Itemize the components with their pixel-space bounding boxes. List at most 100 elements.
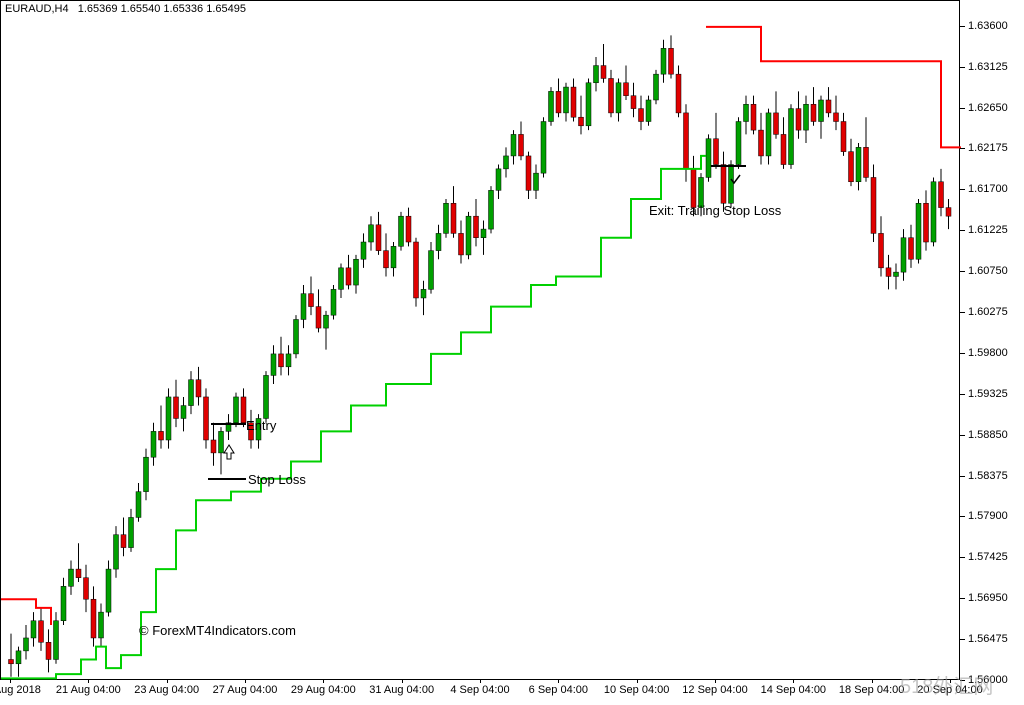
y-tick (960, 67, 965, 68)
bear-candle (601, 66, 606, 79)
bear-candle (121, 535, 126, 548)
bear-candle (571, 87, 576, 117)
bear-candle (384, 251, 389, 268)
bull-candle (586, 83, 591, 126)
bear-candle (609, 78, 614, 112)
bear-candle (691, 169, 696, 208)
y-tick (960, 476, 965, 477)
bull-candle (661, 48, 666, 74)
x-axis-label: 27 Aug 04:00 (213, 684, 278, 696)
y-axis: 1.560001.564751.569501.574251.579001.583… (960, 0, 1024, 680)
bull-candle (856, 147, 861, 181)
bull-candle (766, 113, 771, 156)
y-axis-label: 1.61700 (968, 183, 1008, 195)
bull-candle (181, 406, 186, 419)
copyright-label: © ForexMT4Indicators.com (139, 623, 296, 638)
bull-candle (504, 156, 509, 169)
bull-candle (789, 109, 794, 165)
bull-candle (369, 225, 374, 242)
exit-label: Exit: Trailing Stop Loss (649, 203, 781, 218)
bull-candle (166, 397, 171, 440)
bear-candle (459, 233, 464, 255)
bull-candle (264, 375, 269, 418)
bull-candle (391, 246, 396, 268)
bear-candle (759, 130, 764, 156)
y-axis-label: 1.59800 (968, 347, 1008, 359)
y-tick (960, 516, 965, 517)
x-tick (402, 679, 403, 683)
bull-candle (819, 100, 824, 122)
bear-candle (864, 147, 869, 177)
bull-candle (564, 87, 569, 113)
ohlc-label: 1.65369 1.65540 1.65336 1.65495 (78, 3, 246, 15)
bear-candle (826, 100, 831, 113)
bull-candle (136, 492, 141, 518)
bull-candle (729, 165, 734, 204)
bull-candle (144, 457, 149, 491)
bull-candle (549, 91, 554, 121)
bull-candle (151, 431, 156, 457)
x-tick (323, 679, 324, 683)
bear-candle (871, 177, 876, 233)
bear-candle (909, 238, 914, 260)
chart-header: EURAUD,H4 1.65369 1.65540 1.65336 1.6549… (5, 3, 246, 15)
bear-candle (519, 134, 524, 156)
y-tick (960, 435, 965, 436)
y-axis-label: 1.57425 (968, 551, 1008, 563)
bear-candle (624, 83, 629, 96)
bull-candle (646, 100, 651, 122)
bull-candle (511, 134, 516, 156)
x-tick (245, 679, 246, 683)
bear-candle (834, 113, 839, 122)
bear-candle (879, 233, 884, 267)
bull-candle (489, 190, 494, 229)
plot-area[interactable]: EURAUD,H4 1.65369 1.65540 1.65336 1.6549… (0, 0, 960, 680)
y-tick (960, 353, 965, 354)
bull-candle (429, 251, 434, 290)
bull-candle (354, 259, 359, 285)
bear-candle (924, 203, 929, 242)
x-axis-label: 12 Sep 04:00 (682, 684, 747, 696)
y-axis-label: 1.56950 (968, 592, 1008, 604)
trailing-stop-up-line (1, 156, 706, 678)
bear-candle (781, 134, 786, 164)
x-tick (480, 679, 481, 683)
y-axis-label: 1.63600 (968, 20, 1008, 32)
y-axis-label: 1.60275 (968, 306, 1008, 318)
bull-candle (444, 203, 449, 233)
x-tick (88, 679, 89, 683)
bear-candle (46, 642, 51, 659)
x-tick (715, 679, 716, 683)
x-axis-label: 18 Sep 04:00 (839, 684, 904, 696)
x-tick (167, 679, 168, 683)
bear-candle (841, 122, 846, 152)
y-axis-label: 1.57900 (968, 510, 1008, 522)
x-axis: 17 Aug 201821 Aug 04:0023 Aug 04:0027 Au… (0, 680, 960, 705)
bear-candle (939, 182, 944, 208)
entry-marker (211, 423, 246, 425)
x-tick (872, 679, 873, 683)
bear-candle (279, 354, 284, 367)
symbol-label: EURAUD,H4 (5, 3, 69, 15)
bull-candle (16, 651, 21, 664)
bull-candle (294, 319, 299, 353)
y-tick (960, 639, 965, 640)
bull-candle (99, 612, 104, 638)
bull-candle (271, 354, 276, 376)
y-axis-label: 1.58850 (968, 429, 1008, 441)
bear-candle (946, 208, 951, 217)
bull-candle (736, 122, 741, 165)
bear-candle (39, 621, 44, 643)
bear-candle (811, 104, 816, 121)
arrow-up-icon (224, 445, 234, 459)
bear-candle (796, 109, 801, 131)
bear-candle (474, 216, 479, 238)
bull-candle (466, 216, 471, 255)
y-axis-label: 1.62650 (968, 102, 1008, 114)
bull-candle (129, 517, 134, 547)
y-axis-label: 1.61225 (968, 224, 1008, 236)
bear-candle (406, 216, 411, 242)
x-axis-label: 4 Sep 04:00 (450, 684, 509, 696)
bear-candle (721, 165, 726, 204)
y-tick (960, 394, 965, 395)
